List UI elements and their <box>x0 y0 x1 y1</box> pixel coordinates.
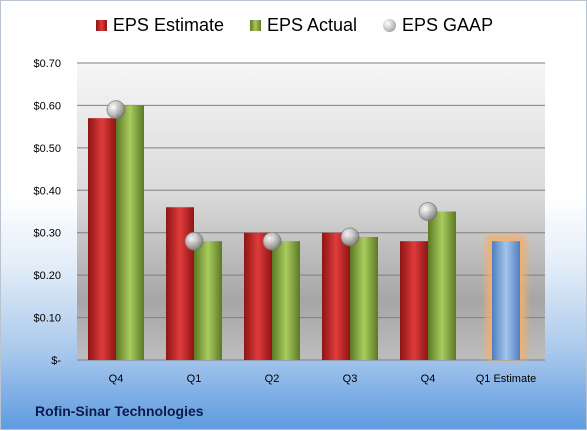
bar-q1-estimate <box>492 241 520 360</box>
y-tick-label: $- <box>51 355 61 367</box>
y-tick-label: $0.60 <box>33 100 61 112</box>
legend-label-eps-estimate: EPS Estimate <box>112 15 224 35</box>
y-tick-label: $0.40 <box>33 185 61 197</box>
legend-swatch-eps-gaap <box>383 19 397 32</box>
legend-item-eps-estimate: EPS Estimate <box>95 15 224 36</box>
x-tick-label: Q2 <box>265 373 280 385</box>
x-tick-label: Q3 <box>343 373 358 385</box>
bar-eps-actual <box>194 241 222 360</box>
marker-eps-gaap <box>184 231 204 251</box>
bar-eps-estimate <box>166 207 194 360</box>
marker-eps-gaap <box>340 227 360 247</box>
y-tick-label: $0.50 <box>33 143 61 155</box>
legend-label-eps-actual: EPS Actual <box>266 15 358 35</box>
x-tick-label: Q4 <box>109 373 124 385</box>
x-tick-label: Q1 <box>187 373 202 385</box>
x-tick-label: Q1 Estimate <box>476 373 537 385</box>
x-tick-label: Q4 <box>421 373 436 385</box>
marker-eps-gaap <box>418 202 438 221</box>
marker-eps-gaap <box>262 231 282 251</box>
bar-eps-estimate <box>244 232 272 360</box>
bar-eps-actual <box>272 241 300 360</box>
y-tick-label: $0.70 <box>33 58 61 70</box>
legend-swatch-eps-actual <box>249 20 261 31</box>
plot-area <box>77 63 545 360</box>
legend-item-eps-gaap: EPS GAAP <box>383 15 493 36</box>
y-tick-label: $0.10 <box>33 313 61 325</box>
company-name: Rofin-Sinar Technologies <box>35 403 204 419</box>
legend-label-eps-gaap: EPS GAAP <box>402 15 494 35</box>
bar-eps-actual <box>428 211 456 360</box>
y-tick-label: $0.30 <box>33 228 61 240</box>
bar-eps-estimate <box>400 241 428 360</box>
bar-eps-actual <box>116 105 144 360</box>
marker-eps-gaap <box>106 100 126 120</box>
bar-eps-actual <box>350 236 378 360</box>
y-tick-label: $0.20 <box>33 270 61 282</box>
legend-swatch-eps-estimate <box>95 20 107 31</box>
bar-eps-estimate <box>322 232 350 360</box>
legend-item-eps-actual: EPS Actual <box>249 15 358 36</box>
chart-legend: EPS Estimate EPS Actual EPS GAAP <box>1 15 587 36</box>
bar-eps-estimate <box>88 118 116 361</box>
